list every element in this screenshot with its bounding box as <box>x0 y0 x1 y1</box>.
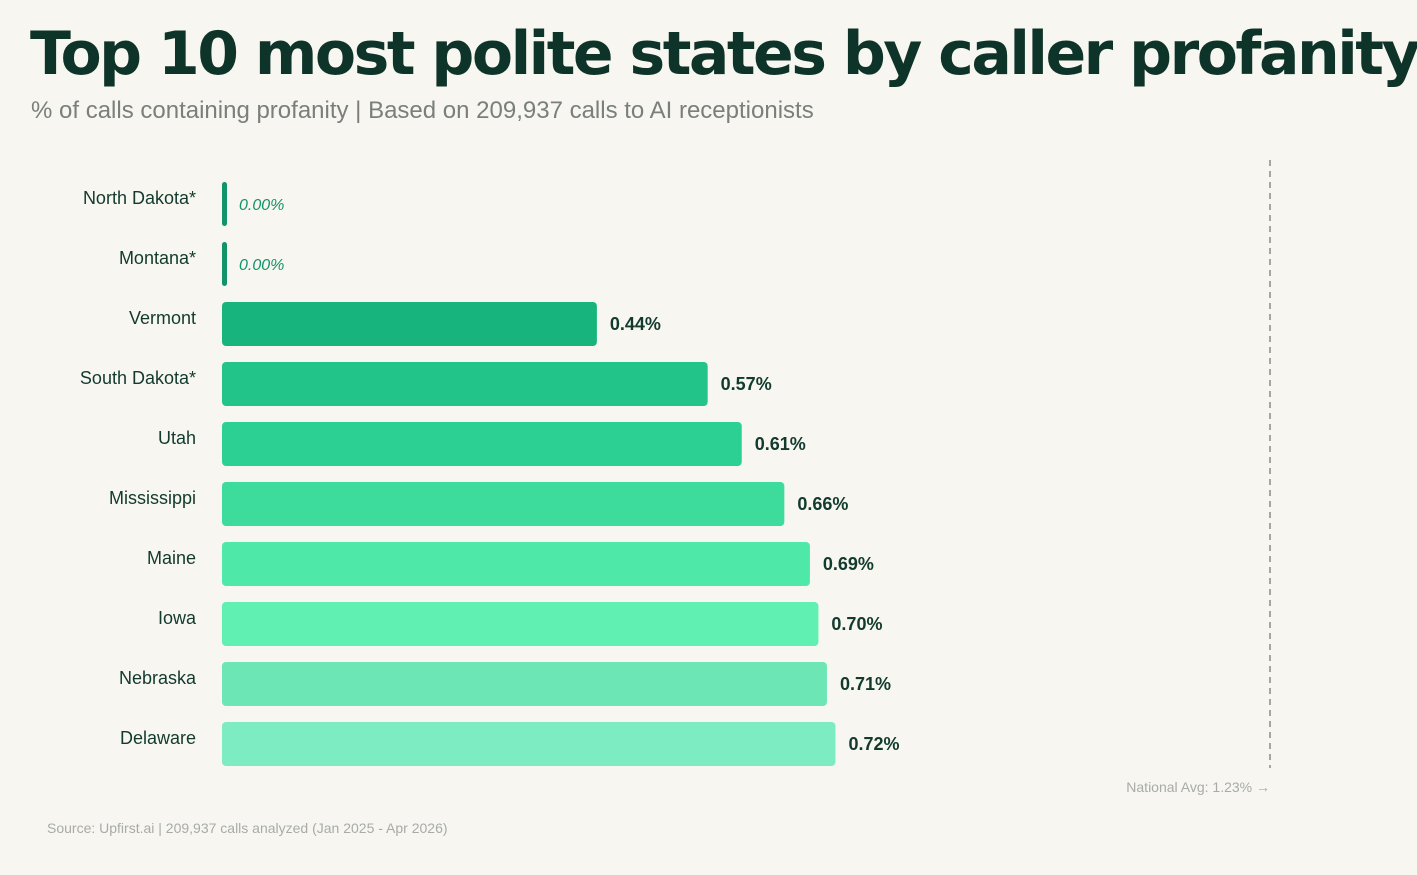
bar <box>222 482 785 526</box>
bar <box>222 302 597 346</box>
category-label: South Dakota* <box>80 368 196 388</box>
bar <box>222 242 227 286</box>
chart-subtitle: % of calls containing profanity | Based … <box>31 97 814 124</box>
bar <box>222 182 227 226</box>
bar <box>222 722 836 766</box>
bar <box>222 542 810 586</box>
national-average-label: National Avg: 1.23% → <box>1126 779 1270 795</box>
value-label: 0.57% <box>721 374 772 394</box>
bar <box>222 422 742 466</box>
category-label: Mississippi <box>109 488 196 508</box>
category-label: Maine <box>147 548 196 568</box>
category-label: North Dakota* <box>83 188 196 208</box>
value-label: 0.61% <box>755 434 806 454</box>
value-label: 0.00% <box>239 197 284 214</box>
value-label: 0.71% <box>840 674 891 694</box>
category-label: Iowa <box>158 608 197 628</box>
value-label: 0.44% <box>610 314 661 334</box>
category-label: Montana* <box>119 248 196 268</box>
value-label: 0.69% <box>823 554 874 574</box>
category-label: Utah <box>158 428 196 448</box>
bar <box>222 662 827 706</box>
bar <box>222 602 819 646</box>
value-label: 0.00% <box>239 257 284 274</box>
category-label: Nebraska <box>119 668 197 688</box>
source-note: Source: Upfirst.ai | 209,937 calls analy… <box>47 820 448 836</box>
value-label: 0.72% <box>848 734 899 754</box>
category-label: Vermont <box>129 308 196 328</box>
value-label: 0.66% <box>797 494 848 514</box>
chart-title: Top 10 most polite states by caller prof… <box>30 19 1417 89</box>
bar <box>222 362 708 406</box>
value-label: 0.70% <box>831 614 882 634</box>
category-label: Delaware <box>120 728 196 748</box>
